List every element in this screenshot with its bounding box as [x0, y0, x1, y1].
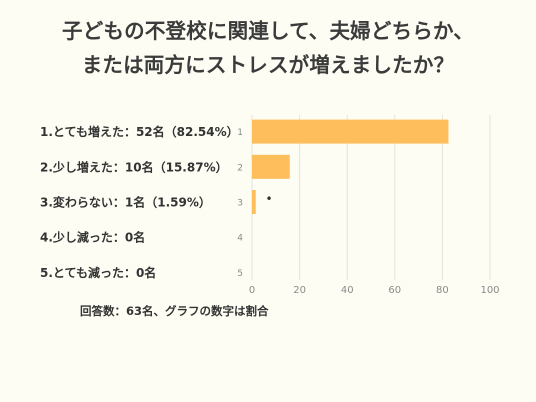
footer-note: 回答数：63名、グラフの数字は割合 — [80, 304, 269, 318]
category-label: 3.変わらない：1名（1.59%） — [40, 195, 211, 210]
category-label: 4.少し減った：0名 — [40, 230, 145, 245]
row-number: 1 — [237, 128, 243, 138]
row-number: 3 — [237, 199, 243, 209]
x-tick-label: 60 — [388, 285, 401, 296]
title-line-1: 子どもの不登校に関連して、夫婦どちらか、 — [62, 19, 474, 43]
bar — [252, 119, 449, 144]
bars — [252, 119, 449, 214]
x-tick-labels: 0 20 40 60 80 100 — [249, 285, 500, 296]
x-tick-label: 20 — [293, 285, 306, 296]
bar — [252, 154, 290, 179]
category-labels: 1.とても増えた：52名（82.54%） 2.少し増えた：10名（15.87%） 3… — [40, 124, 239, 280]
row-number: 2 — [237, 163, 243, 173]
chart-title: 子どもの不登校に関連して、夫婦どちらか、 または両方にストレスが増えましたか？ — [0, 14, 536, 82]
title-line-2: または両方にストレスが増えましたか？ — [81, 53, 455, 77]
category-label: 5.とても減った：0名 — [40, 265, 156, 280]
row-number: 4 — [237, 234, 243, 244]
category-label: 1.とても増えた：52名（82.54%） — [40, 124, 239, 139]
x-tick-label: 100 — [480, 285, 499, 296]
category-label: 2.少し増えた：10名（15.87%） — [40, 159, 228, 174]
bar — [252, 190, 256, 214]
x-tick-label: 80 — [436, 285, 449, 296]
row-numbers: 1 2 3 4 5 — [237, 128, 243, 279]
annotation-dot: • — [265, 192, 272, 206]
x-tick-label: 40 — [341, 285, 354, 296]
x-tick-label: 0 — [249, 285, 255, 296]
row-number: 5 — [237, 269, 243, 279]
